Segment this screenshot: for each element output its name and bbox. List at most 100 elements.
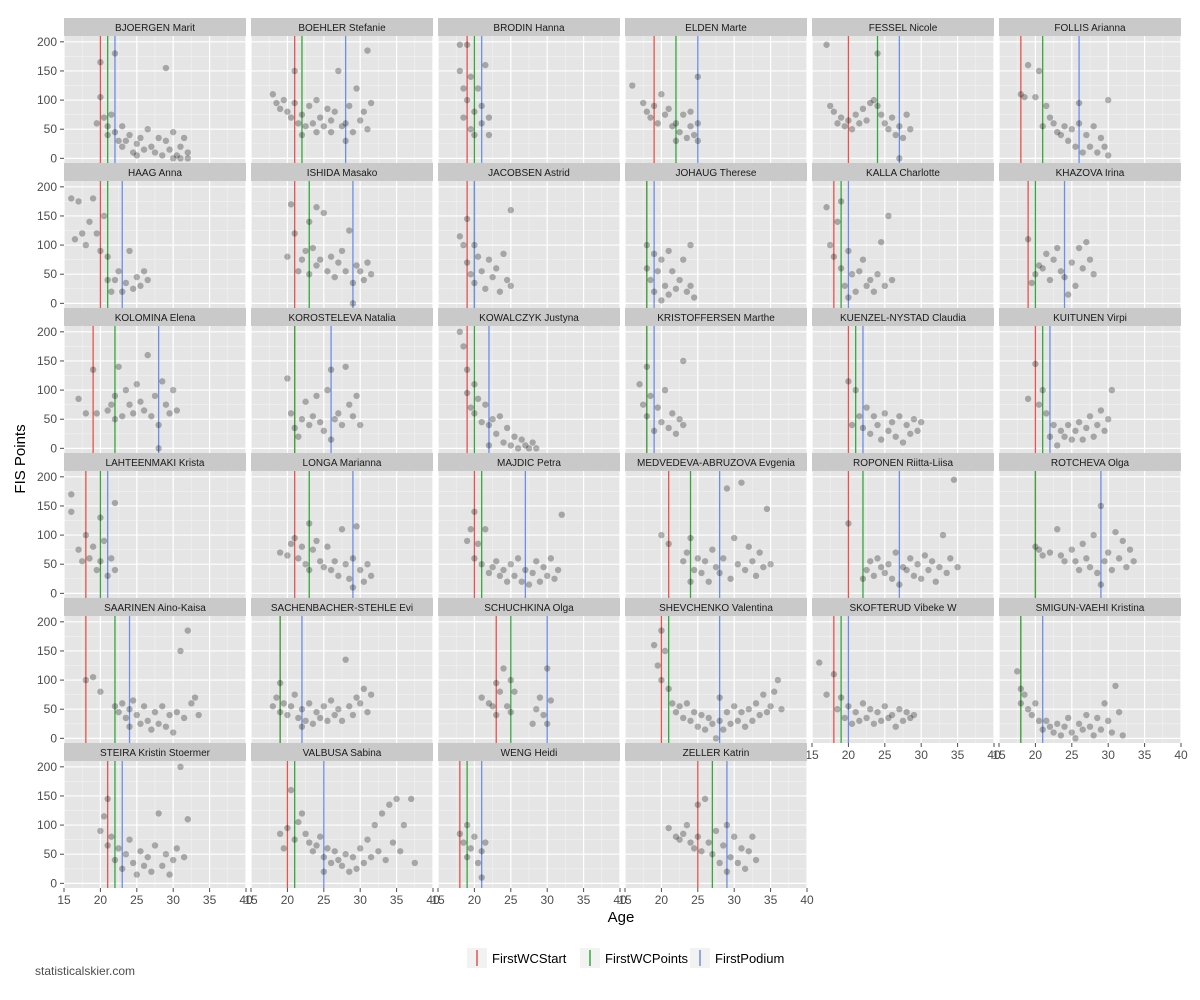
- y-tick-label: 50: [44, 847, 58, 861]
- data-point: [1105, 717, 1112, 725]
- data-point: [899, 563, 907, 571]
- data-point: [144, 351, 151, 359]
- data-point: [357, 421, 364, 429]
- data-point: [947, 555, 954, 562]
- credit-text: statisticalskier.com: [35, 964, 135, 978]
- data-point: [173, 407, 181, 414]
- facet-panel: ELDEN Marte: [624, 18, 808, 163]
- data-point: [104, 407, 111, 414]
- data-point: [723, 868, 731, 875]
- data-point: [456, 830, 464, 838]
- data-point: [342, 851, 349, 858]
- data-point: [1017, 700, 1025, 707]
- facet-strip: [999, 453, 1181, 471]
- data-point: [888, 418, 896, 426]
- data-point: [316, 558, 324, 565]
- facet-strip: [438, 18, 620, 36]
- data-point: [705, 839, 712, 846]
- data-point: [316, 418, 324, 426]
- facet-title: JOHAUG Therese: [676, 168, 757, 179]
- data-point: [533, 558, 540, 565]
- data-point: [643, 413, 651, 420]
- data-point: [104, 795, 111, 803]
- data-point: [137, 134, 144, 142]
- data-point: [151, 842, 159, 849]
- data-point: [140, 407, 148, 414]
- data-point: [93, 230, 100, 237]
- facet-title: LONGA Marianna: [303, 458, 382, 469]
- data-point: [482, 526, 489, 533]
- data-point: [544, 720, 551, 727]
- data-point: [302, 398, 309, 405]
- data-point: [500, 250, 507, 258]
- data-point: [104, 253, 111, 260]
- data-point: [1108, 566, 1116, 574]
- data-point: [276, 105, 284, 113]
- data-point: [291, 836, 298, 843]
- facet-strip: [251, 453, 433, 471]
- data-point: [1090, 732, 1097, 739]
- data-point: [665, 424, 672, 432]
- data-point: [859, 575, 867, 582]
- data-point: [522, 442, 529, 449]
- data-point: [298, 256, 306, 263]
- facet-strip: [64, 18, 246, 36]
- data-point: [400, 821, 408, 829]
- data-point: [456, 328, 464, 336]
- data-point: [287, 114, 295, 121]
- data-point: [151, 392, 159, 400]
- data-point: [346, 868, 353, 875]
- data-point: [119, 865, 126, 872]
- data-point: [694, 555, 701, 562]
- data-point: [705, 578, 712, 585]
- x-tick-label: 25: [130, 893, 144, 907]
- data-point: [856, 268, 863, 275]
- data-point: [867, 558, 874, 565]
- facet-title: SMIGUN-VAEHI Kristina: [1036, 603, 1145, 614]
- data-point: [899, 439, 907, 446]
- data-point: [467, 271, 474, 278]
- data-point: [1014, 668, 1021, 675]
- data-point: [720, 726, 727, 733]
- data-point: [522, 566, 529, 574]
- data-point: [478, 120, 485, 127]
- x-tick-label: 35: [390, 893, 404, 907]
- legend-item: FirstPodium: [690, 948, 784, 968]
- facet-title: SAARINEN Aino-Kaisa: [104, 603, 206, 614]
- facet-strip: [625, 743, 807, 761]
- data-point: [503, 424, 511, 432]
- x-axis-title: Age: [608, 909, 635, 926]
- data-point: [694, 723, 701, 730]
- data-point: [683, 288, 691, 295]
- data-point: [1064, 291, 1072, 298]
- data-point: [306, 520, 313, 527]
- data-point: [698, 711, 705, 719]
- data-point: [650, 250, 658, 258]
- data-point: [309, 546, 317, 553]
- data-point: [471, 131, 478, 139]
- data-point: [489, 416, 496, 423]
- data-point: [841, 714, 848, 722]
- data-point: [756, 711, 763, 719]
- data-point: [496, 288, 504, 295]
- data-point: [269, 703, 277, 710]
- y-tick-label: 0: [50, 441, 57, 455]
- data-point: [1061, 723, 1068, 730]
- y-tick-label: 0: [50, 586, 57, 600]
- data-point: [1097, 134, 1105, 142]
- data-point: [349, 279, 357, 287]
- data-point: [298, 706, 306, 713]
- data-point: [367, 691, 375, 698]
- facet-strip: [251, 598, 433, 616]
- data-point: [690, 294, 698, 301]
- data-point: [544, 665, 551, 672]
- facet-title: KALLA Charlotte: [866, 168, 940, 179]
- data-point: [338, 123, 346, 130]
- y-tick-label: 0: [50, 731, 57, 745]
- data-point: [1094, 714, 1101, 722]
- x-tick-label: 15: [431, 893, 445, 907]
- data-point: [349, 413, 357, 420]
- data-point: [701, 795, 709, 803]
- data-point: [1057, 427, 1065, 435]
- data-point: [881, 282, 888, 290]
